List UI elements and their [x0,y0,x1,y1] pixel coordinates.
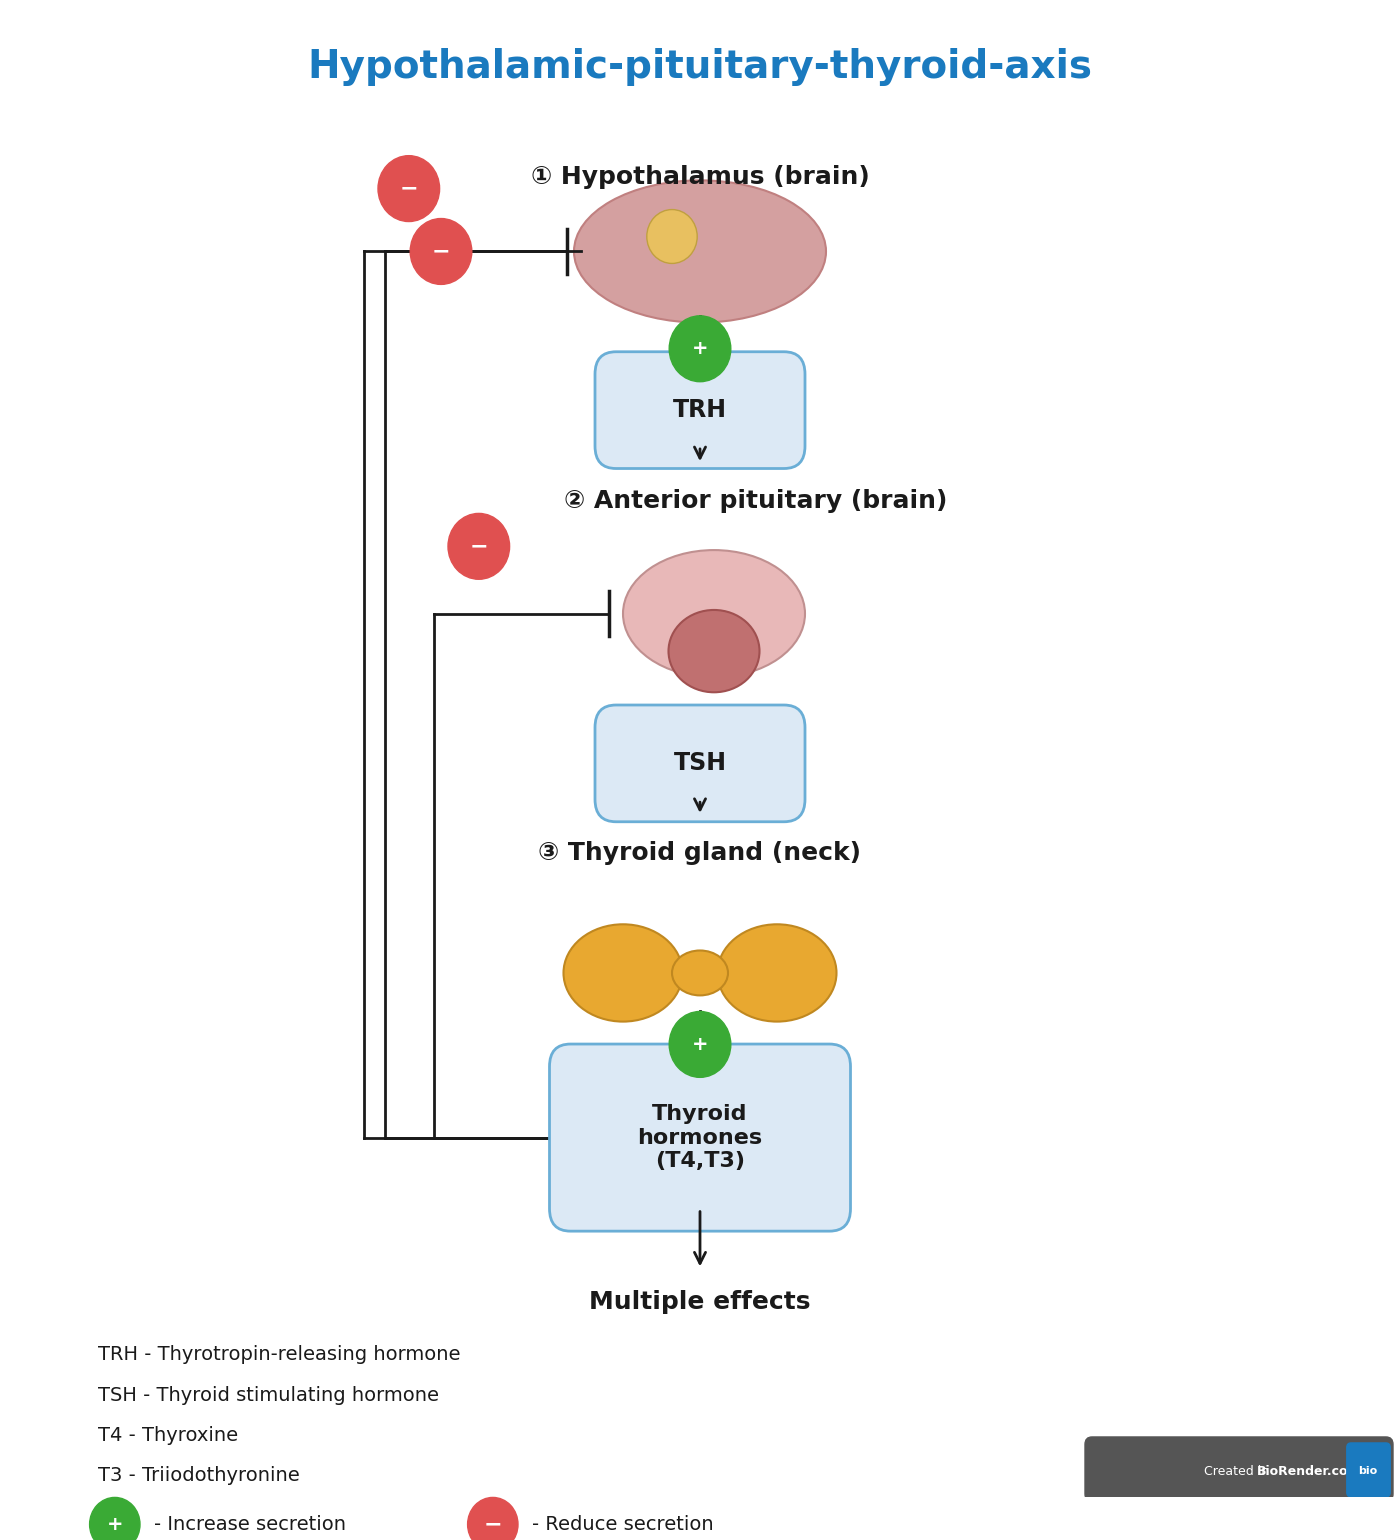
FancyBboxPatch shape [1085,1437,1393,1502]
Text: +: + [106,1515,123,1534]
Text: +: + [692,339,708,359]
Text: T3 - Triiodothyronine: T3 - Triiodothyronine [98,1466,300,1486]
Text: T4 - Thyroxine: T4 - Thyroxine [98,1426,238,1445]
Ellipse shape [672,950,728,995]
Circle shape [647,209,697,263]
Ellipse shape [718,924,837,1021]
Circle shape [410,219,472,285]
FancyBboxPatch shape [595,705,805,822]
Circle shape [468,1497,518,1540]
Ellipse shape [623,550,805,678]
Text: ① Hypothalamus (brain): ① Hypothalamus (brain) [531,165,869,188]
FancyBboxPatch shape [1347,1443,1390,1497]
Ellipse shape [574,180,826,322]
Text: TRH: TRH [673,399,727,422]
Text: Created in: Created in [1204,1465,1274,1478]
Text: −: − [399,179,419,199]
Ellipse shape [563,924,683,1021]
Text: Hypothalamic-pituitary-thyroid-axis: Hypothalamic-pituitary-thyroid-axis [308,48,1092,86]
Text: TSH - Thyroid stimulating hormone: TSH - Thyroid stimulating hormone [98,1386,440,1404]
Text: −: − [431,242,451,262]
Circle shape [90,1497,140,1540]
Text: Thyroid
hormones
(T4,T3): Thyroid hormones (T4,T3) [637,1104,763,1170]
Circle shape [378,156,440,222]
Text: −: − [483,1514,503,1534]
Text: ③ Thyroid gland (neck): ③ Thyroid gland (neck) [539,841,861,865]
Text: +: + [692,1035,708,1053]
Text: - Increase secretion: - Increase secretion [154,1515,346,1534]
Text: TSH: TSH [673,752,727,775]
Circle shape [448,513,510,579]
Text: −: − [469,536,489,556]
Circle shape [669,1012,731,1078]
Ellipse shape [669,610,759,693]
Text: Multiple effects: Multiple effects [589,1291,811,1314]
FancyBboxPatch shape [549,1044,850,1230]
Text: ② Anterior pituitary (brain): ② Anterior pituitary (brain) [564,490,948,513]
Text: - Reduce secretion: - Reduce secretion [532,1515,714,1534]
FancyBboxPatch shape [595,351,805,468]
Text: bio: bio [1358,1466,1378,1477]
Text: BioRender.com: BioRender.com [1257,1465,1361,1478]
Circle shape [669,316,731,382]
Text: TRH - Thyrotropin-releasing hormone: TRH - Thyrotropin-releasing hormone [98,1344,461,1364]
